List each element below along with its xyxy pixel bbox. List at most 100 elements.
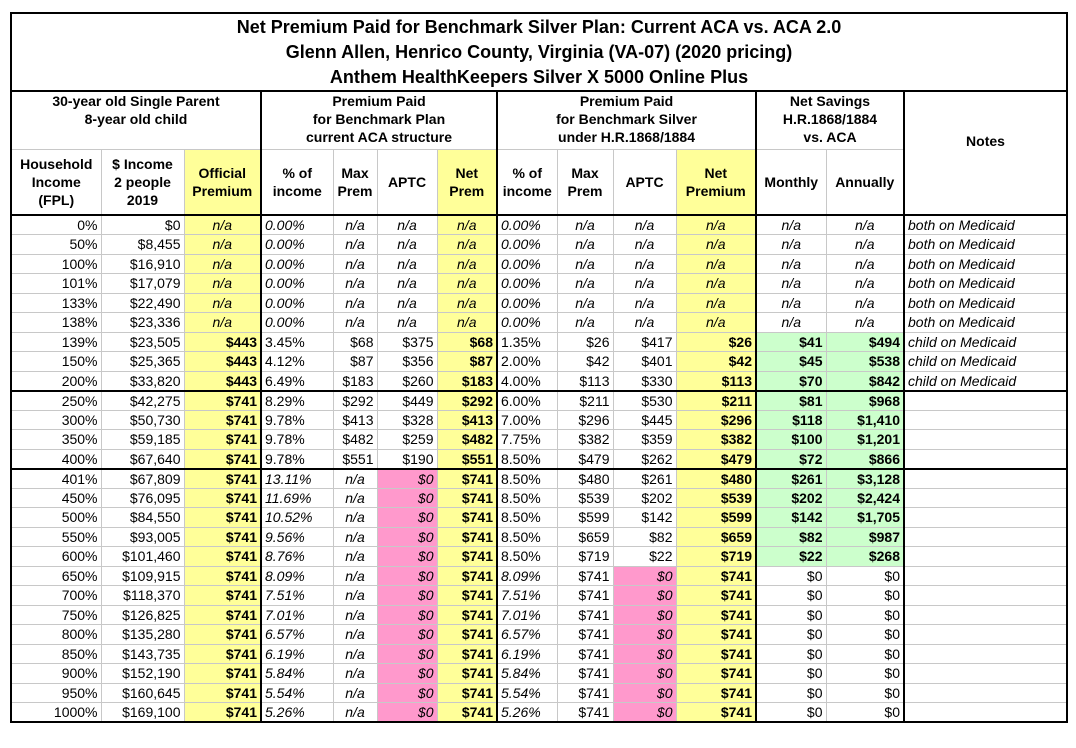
cell: 8.76% [260,546,334,567]
cell: 750% [10,604,102,625]
cell: $8,455 [100,234,185,255]
cell: $0 [612,624,677,645]
column-header: APTC [376,148,438,216]
text-line: Net Premium Paid for Benchmark Silver Pl… [236,16,842,37]
cell: $68 [332,331,378,352]
cell: $741 [183,390,262,411]
cell: $741 [183,526,262,547]
cell: $0 [755,585,827,606]
cell: n/a [755,292,827,313]
cell: $741 [183,663,262,684]
cell: $482 [332,429,378,450]
cell: n/a [332,565,378,586]
cell: n/a [332,585,378,606]
cell: $0 [376,663,438,684]
cell: $443 [183,370,262,391]
data-row: 200% $33,820 $443 6.49% $183 $260 $183 4.00% $11… [10,370,1068,391]
cell: $0 [825,604,905,625]
cell: $413 [332,409,378,430]
cell: n/a [332,292,378,313]
cell: $0 [612,643,677,664]
cell: $741 [556,604,614,625]
cell: $987 [825,526,905,547]
cell: n/a [332,546,378,567]
cell: $87 [332,351,378,372]
cell: $480 [675,468,757,489]
cell: $479 [556,448,614,469]
title-row: Net Premium Paid for Benchmark Silver Pl… [10,12,1068,92]
cell: both on Medicaid [903,253,1068,274]
cell: n/a [376,292,438,313]
cell: $0 [612,663,677,684]
cell: $741 [556,682,614,703]
data-row: 150% $25,365 $443 4.12% $87 $356 $87 2.00% $42 $4… [10,351,1068,372]
cell: $113 [675,370,757,391]
cell: 800% [10,624,102,645]
cell: $113 [556,370,614,391]
cell: n/a [376,214,438,235]
cell: $741 [675,663,757,684]
cell: $0 [755,565,827,586]
data-row: 1000% $169,100 $741 5.26% n/a $0 $741 5.26% $741… [10,702,1068,723]
cell: 400% [10,448,102,469]
cell: $81 [755,390,827,411]
cell: n/a [436,312,498,333]
cell: $968 [825,390,905,411]
cell [903,546,1068,567]
text-line: 2 people [114,173,171,190]
cell: 7.51% [260,585,334,606]
cell: n/a [675,312,757,333]
data-row: 450% $76,095 $741 11.69% n/a $0 $741 8.50% $539 $… [10,487,1068,508]
text-line: APTC [625,173,664,190]
cell: 4.00% [496,370,558,391]
cell: $479 [675,448,757,469]
cell: $741 [436,507,498,528]
text-line: income [502,182,552,199]
cell: 8.29% [260,390,334,411]
cell: $0 [755,643,827,664]
cell [903,585,1068,606]
cell: 0.00% [260,234,334,255]
cell [903,507,1068,528]
cell: n/a [183,292,262,313]
cell: $401 [612,351,677,372]
data-row: 50% $8,455 n/a 0.00% n/a n/a n/a 0.00% n/a n/a n/a… [10,234,1068,255]
cell: 5.54% [496,682,558,703]
cell: $741 [183,643,262,664]
cell: 139% [10,331,102,352]
text-line: Household [20,155,93,172]
cell: $741 [675,682,757,703]
cell: 7.51% [496,585,558,606]
text-line: 30-year old Single Parent [52,93,220,109]
cell: $0 [755,702,827,723]
cell: 138% [10,312,102,333]
cell: n/a [332,487,378,508]
cell: 8.50% [496,546,558,567]
cell: 9.78% [260,409,334,430]
cell: n/a [825,253,905,274]
text-line: Prem [567,182,603,199]
cell: $211 [675,390,757,411]
cell: $741 [675,565,757,586]
cell: $0 [376,682,438,703]
cell: $261 [612,468,677,489]
cell [903,643,1068,664]
cell: $356 [376,351,438,372]
cell: n/a [556,253,614,274]
cell: n/a [825,234,905,255]
cell [903,390,1068,411]
cell: $202 [612,487,677,508]
cell: $480 [556,468,614,489]
text-line: H.R.1868/1884 [782,111,878,127]
cell: 100% [10,253,102,274]
cell: $0 [376,546,438,567]
cell: 0.00% [496,234,558,255]
cell: n/a [332,702,378,723]
text-line: Max [341,164,369,181]
cell: $741 [183,585,262,606]
cell: n/a [556,312,614,333]
cell: $741 [675,643,757,664]
cell: $330 [612,370,677,391]
cell: $359 [612,429,677,450]
cell: $0 [825,643,905,664]
